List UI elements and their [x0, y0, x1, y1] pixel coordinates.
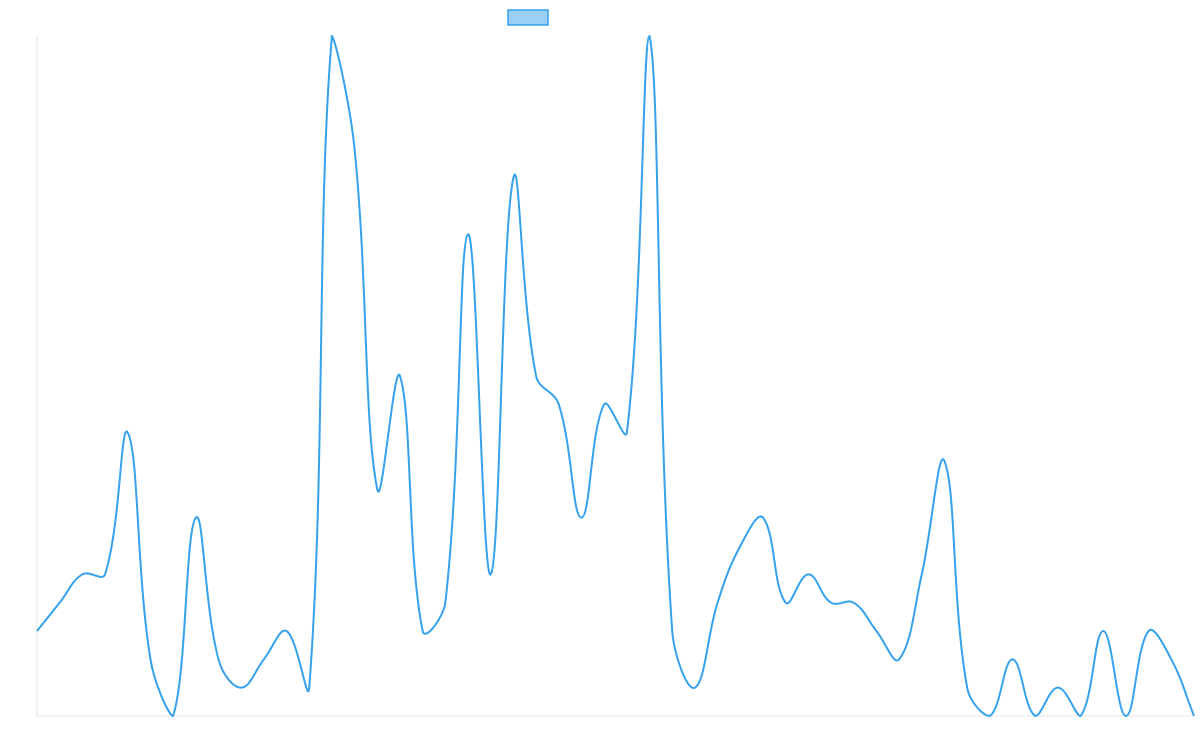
- legend-swatch: [507, 9, 549, 26]
- series-line: [36, 34, 1195, 718]
